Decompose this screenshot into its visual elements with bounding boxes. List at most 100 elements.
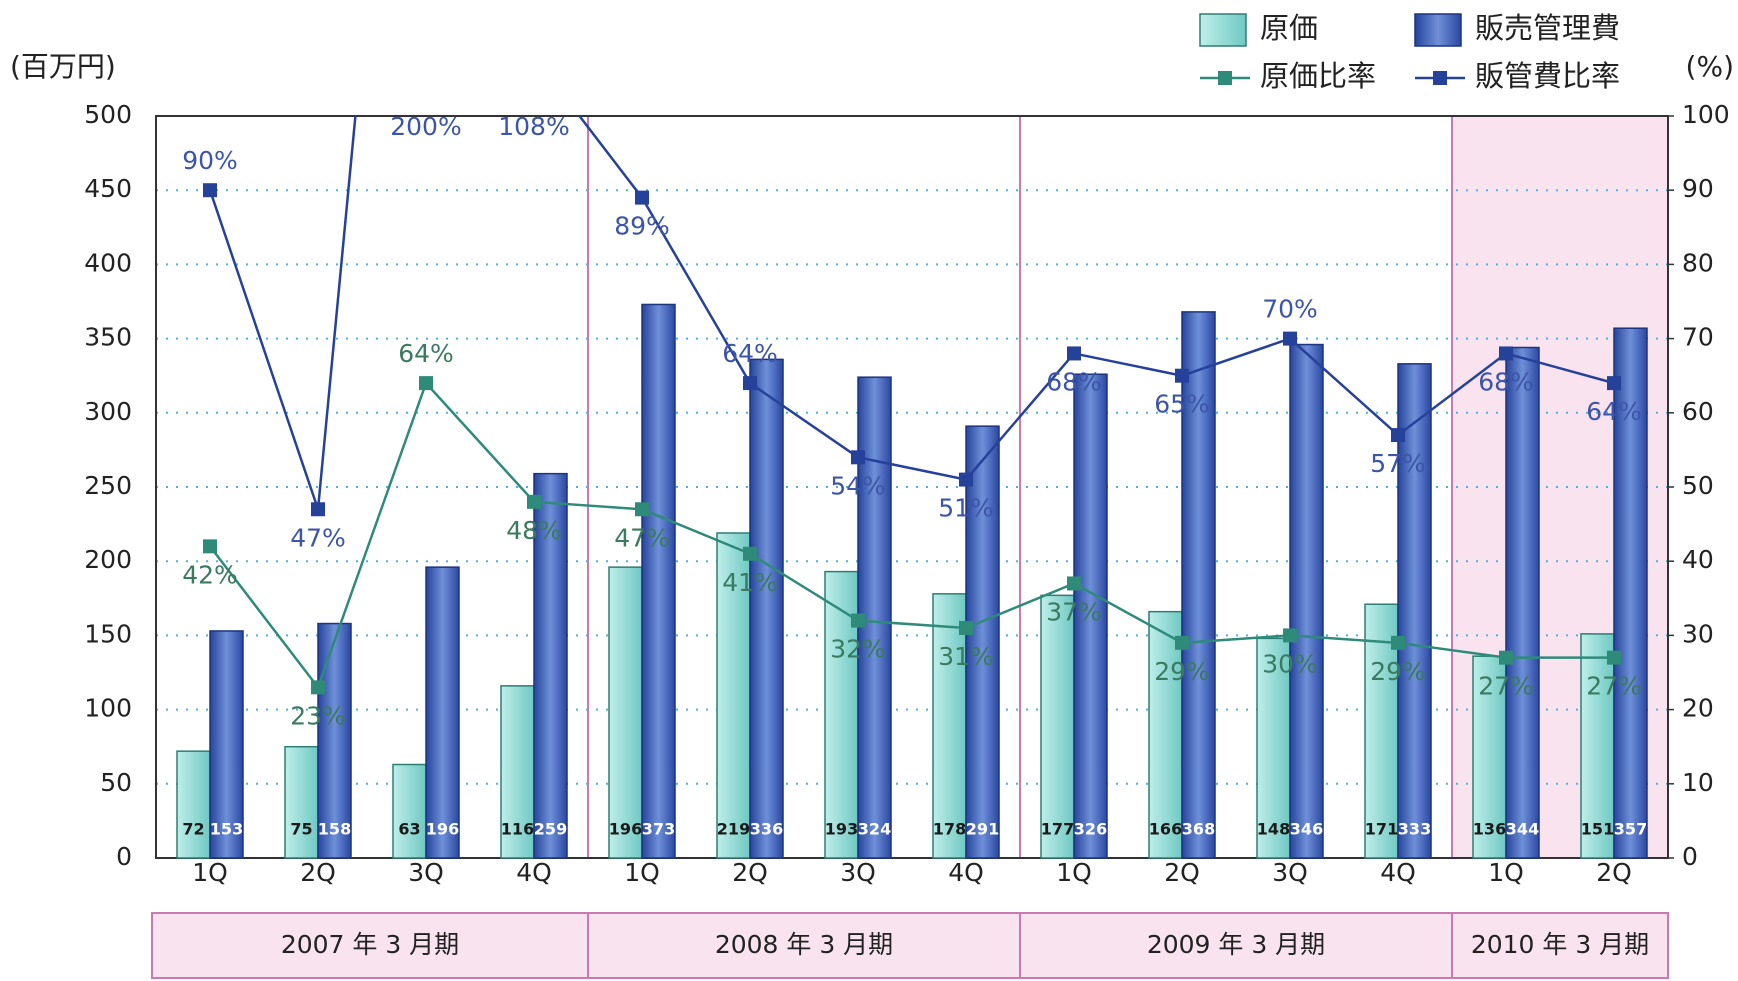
bar bbox=[1073, 373, 1108, 859]
y2-tick-label: 0 bbox=[1682, 842, 1698, 871]
line-value-label: 27% bbox=[1478, 672, 1534, 701]
line-marker bbox=[959, 620, 973, 635]
line bbox=[208, 116, 1615, 510]
bar-value-label: 333 bbox=[1398, 820, 1431, 839]
line-value-label: 29% bbox=[1154, 657, 1210, 686]
y-tick-label: 100 bbox=[84, 694, 132, 723]
line-marker bbox=[1391, 428, 1405, 443]
line-value-label: 42% bbox=[182, 560, 238, 589]
y2-tick-label: 40 bbox=[1682, 545, 1714, 574]
bar bbox=[1148, 610, 1183, 859]
line-marker bbox=[851, 613, 865, 628]
bar-value-label: 166 bbox=[1149, 820, 1182, 839]
line-marker bbox=[1067, 576, 1081, 591]
bar-value-label: 75 bbox=[290, 820, 312, 839]
line-marker bbox=[527, 494, 541, 509]
line-value-label: 48% bbox=[506, 516, 562, 545]
bar-value-label: 326 bbox=[1074, 820, 1107, 839]
bar-value-label: 63 bbox=[398, 820, 420, 839]
period-label: 2009 年 3 月期 bbox=[1147, 930, 1325, 959]
bar bbox=[1289, 343, 1324, 859]
period-label: 2008 年 3 月期 bbox=[715, 930, 893, 959]
line-value-label: 32% bbox=[830, 635, 886, 664]
x-tick-label: 3Q bbox=[408, 858, 444, 887]
legend-swatch bbox=[1414, 13, 1462, 47]
line-marker bbox=[1175, 368, 1189, 383]
line-marker bbox=[1607, 376, 1621, 391]
x-tick-label: 4Q bbox=[516, 858, 552, 887]
line-marker bbox=[311, 502, 325, 517]
y2-tick-label: 70 bbox=[1682, 323, 1714, 352]
bar bbox=[284, 745, 319, 859]
bar bbox=[209, 630, 244, 859]
bar-value-label: 368 bbox=[1182, 820, 1215, 839]
bar bbox=[500, 685, 535, 859]
y2-tick-label: 60 bbox=[1682, 397, 1714, 426]
line-marker bbox=[635, 190, 649, 205]
line-value-label: 64% bbox=[1586, 397, 1642, 426]
line-value-label: 89% bbox=[614, 212, 670, 241]
line-value-label: 70% bbox=[1262, 295, 1318, 324]
bar bbox=[533, 472, 568, 859]
line bbox=[209, 380, 1614, 690]
bar bbox=[176, 750, 211, 859]
period-box bbox=[151, 912, 589, 979]
bar-value-label: 344 bbox=[1506, 820, 1539, 839]
bar bbox=[641, 303, 676, 859]
y-tick-label: 150 bbox=[84, 619, 132, 648]
y-tick-label: 50 bbox=[100, 768, 132, 797]
period-label: 2010 年 3 月期 bbox=[1471, 930, 1649, 959]
line-marker bbox=[1499, 346, 1513, 361]
bar-value-label: 219 bbox=[717, 820, 750, 839]
x-tick-label: 1Q bbox=[624, 858, 660, 887]
x-tick-label: 3Q bbox=[840, 858, 876, 887]
bar-value-label: 153 bbox=[210, 820, 243, 839]
line-marker bbox=[1283, 628, 1297, 643]
line-marker bbox=[1067, 346, 1081, 361]
y-tick-label: 0 bbox=[116, 842, 132, 871]
bar bbox=[1040, 594, 1075, 859]
line-marker bbox=[1283, 331, 1297, 346]
bar bbox=[965, 425, 1000, 859]
bar-value-label: 193 bbox=[825, 820, 858, 839]
line-value-label: 54% bbox=[830, 471, 886, 500]
line-value-label: 200% bbox=[390, 112, 461, 141]
bar-value-label: 357 bbox=[1614, 820, 1647, 839]
y2-tick-label: 10 bbox=[1682, 768, 1714, 797]
line-value-label: 68% bbox=[1478, 367, 1534, 396]
bar-value-label: 196 bbox=[609, 820, 642, 839]
line-marker bbox=[851, 450, 865, 465]
line-value-label: 27% bbox=[1586, 672, 1642, 701]
x-tick-label: 1Q bbox=[192, 858, 228, 887]
y2-tick-label: 20 bbox=[1682, 694, 1714, 723]
line-value-label: 65% bbox=[1154, 390, 1210, 419]
line-value-label: 47% bbox=[614, 523, 670, 552]
line-marker bbox=[1175, 635, 1189, 650]
y-tick-label: 300 bbox=[84, 397, 132, 426]
line-marker bbox=[203, 183, 217, 198]
line-value-label: 68% bbox=[1046, 367, 1102, 396]
bar-value-label: 336 bbox=[750, 820, 783, 839]
line-marker bbox=[203, 539, 217, 554]
y-tick-label: 250 bbox=[84, 471, 132, 500]
legend-marker bbox=[1218, 71, 1232, 85]
y-tick-label: 200 bbox=[84, 545, 132, 574]
legend-swatch bbox=[1199, 13, 1247, 47]
line-value-label: 31% bbox=[938, 642, 994, 671]
line-marker bbox=[1499, 650, 1513, 665]
line-value-label: 64% bbox=[398, 339, 454, 368]
bar bbox=[1397, 363, 1432, 859]
y2-axis-label: (%) bbox=[1686, 50, 1734, 83]
legend-label: 販管費比率 bbox=[1475, 59, 1620, 93]
bar bbox=[317, 622, 352, 859]
x-tick-label: 4Q bbox=[948, 858, 984, 887]
line-marker bbox=[959, 472, 973, 487]
bar-value-label: 177 bbox=[1041, 820, 1074, 839]
line-value-label: 41% bbox=[722, 568, 778, 597]
line-marker bbox=[311, 680, 325, 695]
period-box bbox=[1451, 912, 1669, 979]
line-value-label: 108% bbox=[498, 112, 569, 141]
bar-value-label: 324 bbox=[858, 820, 891, 839]
